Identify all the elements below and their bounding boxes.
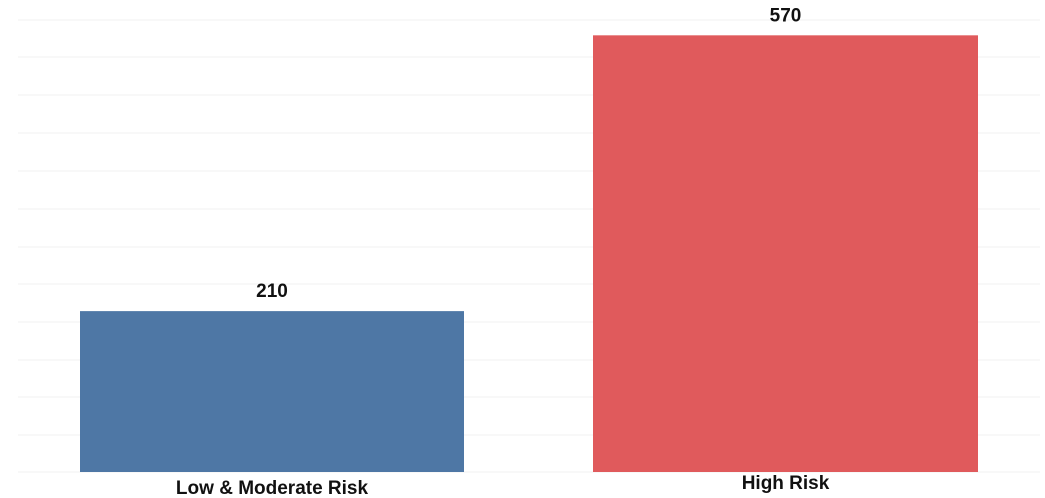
category-label-1: High Risk xyxy=(742,473,830,494)
data-label-1: 570 xyxy=(770,5,802,26)
category-label-0: Low & Moderate Risk xyxy=(176,478,369,498)
bars xyxy=(80,35,978,473)
category-labels: Low & Moderate Risk High Risk xyxy=(176,473,830,498)
bar-0 xyxy=(80,311,464,472)
bar-1 xyxy=(593,35,978,473)
data-label-0: 210 xyxy=(256,281,288,302)
data-labels: 210 570 xyxy=(256,5,801,302)
